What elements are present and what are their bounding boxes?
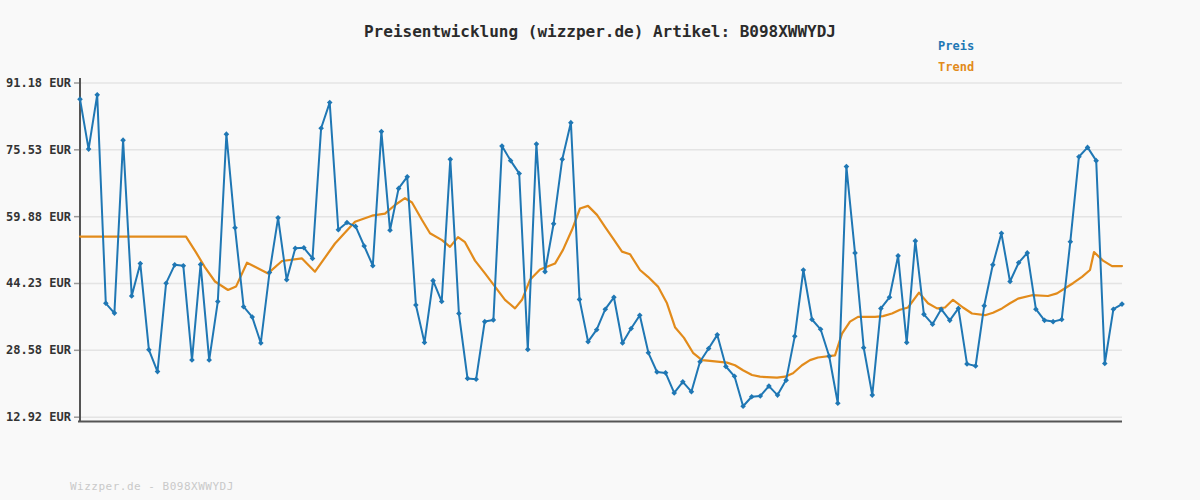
price-marker — [430, 278, 436, 284]
y-axis-label: 75.53 EUR — [6, 143, 72, 157]
price-marker — [422, 340, 428, 346]
price-marker — [94, 92, 100, 98]
price-marker — [895, 253, 901, 259]
price-marker — [826, 353, 832, 359]
price-marker — [387, 227, 393, 233]
price-marker — [844, 164, 850, 170]
chart-legend: Preis Trend — [938, 39, 974, 74]
price-marker — [77, 96, 83, 102]
chart-plot-area: 91.18 EUR 75.53 EUR 59.88 EUR 44.23 EUR 28.5… — [0, 0, 1200, 500]
price-marker — [551, 221, 557, 227]
price-marker — [792, 333, 798, 339]
price-marker — [568, 120, 574, 126]
chart-title: Preisentwicklung (wizzper.de) Artikel: B… — [0, 22, 1200, 41]
price-marker — [491, 317, 497, 323]
y-axis-label: 91.18 EUR — [6, 76, 72, 90]
price-marker — [129, 293, 135, 299]
price-marker — [482, 319, 488, 325]
price-marker — [542, 269, 548, 275]
price-marker — [1059, 317, 1065, 323]
price-marker — [379, 129, 385, 135]
price-marker — [577, 297, 583, 303]
price-marker — [654, 369, 660, 375]
price-marker — [258, 340, 264, 346]
price-marker — [232, 225, 238, 231]
price-marker — [1068, 239, 1074, 245]
axes — [74, 78, 1122, 422]
price-marker — [835, 400, 841, 406]
y-axis-label: 12.92 EUR — [6, 410, 72, 424]
price-history-chart: Preisentwicklung (wizzper.de) Artikel: B… — [0, 0, 1200, 500]
legend-item-preis: Preis — [938, 39, 974, 53]
legend-item-trend: Trend — [938, 60, 974, 74]
price-marker — [327, 100, 333, 106]
price-marker — [559, 157, 565, 163]
price-marker — [990, 262, 996, 268]
price-marker — [189, 357, 195, 363]
gridlines — [80, 83, 1122, 417]
price-marker — [456, 311, 462, 317]
price-line — [77, 92, 1125, 409]
price-marker — [964, 361, 970, 367]
price-marker — [465, 376, 471, 382]
price-marker — [86, 146, 92, 152]
price-marker — [370, 263, 376, 269]
price-marker — [181, 263, 187, 269]
price-polyline — [80, 95, 1122, 406]
price-marker — [981, 303, 987, 309]
price-marker — [292, 245, 298, 251]
price-marker — [146, 347, 152, 353]
price-marker — [318, 125, 324, 131]
y-axis-label: 59.88 EUR — [6, 210, 72, 224]
price-marker — [913, 238, 919, 244]
price-marker — [534, 141, 540, 147]
price-marker — [413, 302, 419, 308]
price-marker — [120, 137, 126, 143]
price-marker — [869, 392, 875, 398]
price-marker — [525, 347, 531, 353]
price-marker — [973, 363, 979, 369]
price-marker — [215, 299, 221, 305]
price-marker — [275, 215, 281, 221]
price-marker — [439, 299, 445, 305]
price-marker — [284, 277, 290, 283]
y-axis-labels: 91.18 EUR 75.53 EUR 59.88 EUR 44.23 EUR 28.5… — [6, 76, 72, 424]
price-marker — [206, 357, 212, 363]
y-axis-label: 28.58 EUR — [6, 343, 72, 357]
price-marker — [224, 131, 230, 137]
price-marker — [473, 376, 479, 382]
watermark-text: Wizzper.de - B098XWWYDJ — [70, 480, 234, 493]
price-marker — [137, 261, 143, 267]
price-marker — [155, 369, 161, 375]
price-marker — [904, 340, 910, 346]
price-marker — [663, 370, 669, 376]
price-marker — [1102, 361, 1108, 367]
price-marker — [852, 250, 858, 256]
price-marker — [801, 267, 807, 273]
price-marker — [447, 157, 453, 163]
y-axis-label: 44.23 EUR — [6, 276, 72, 290]
price-marker — [1050, 319, 1056, 325]
price-marker — [999, 230, 1005, 236]
